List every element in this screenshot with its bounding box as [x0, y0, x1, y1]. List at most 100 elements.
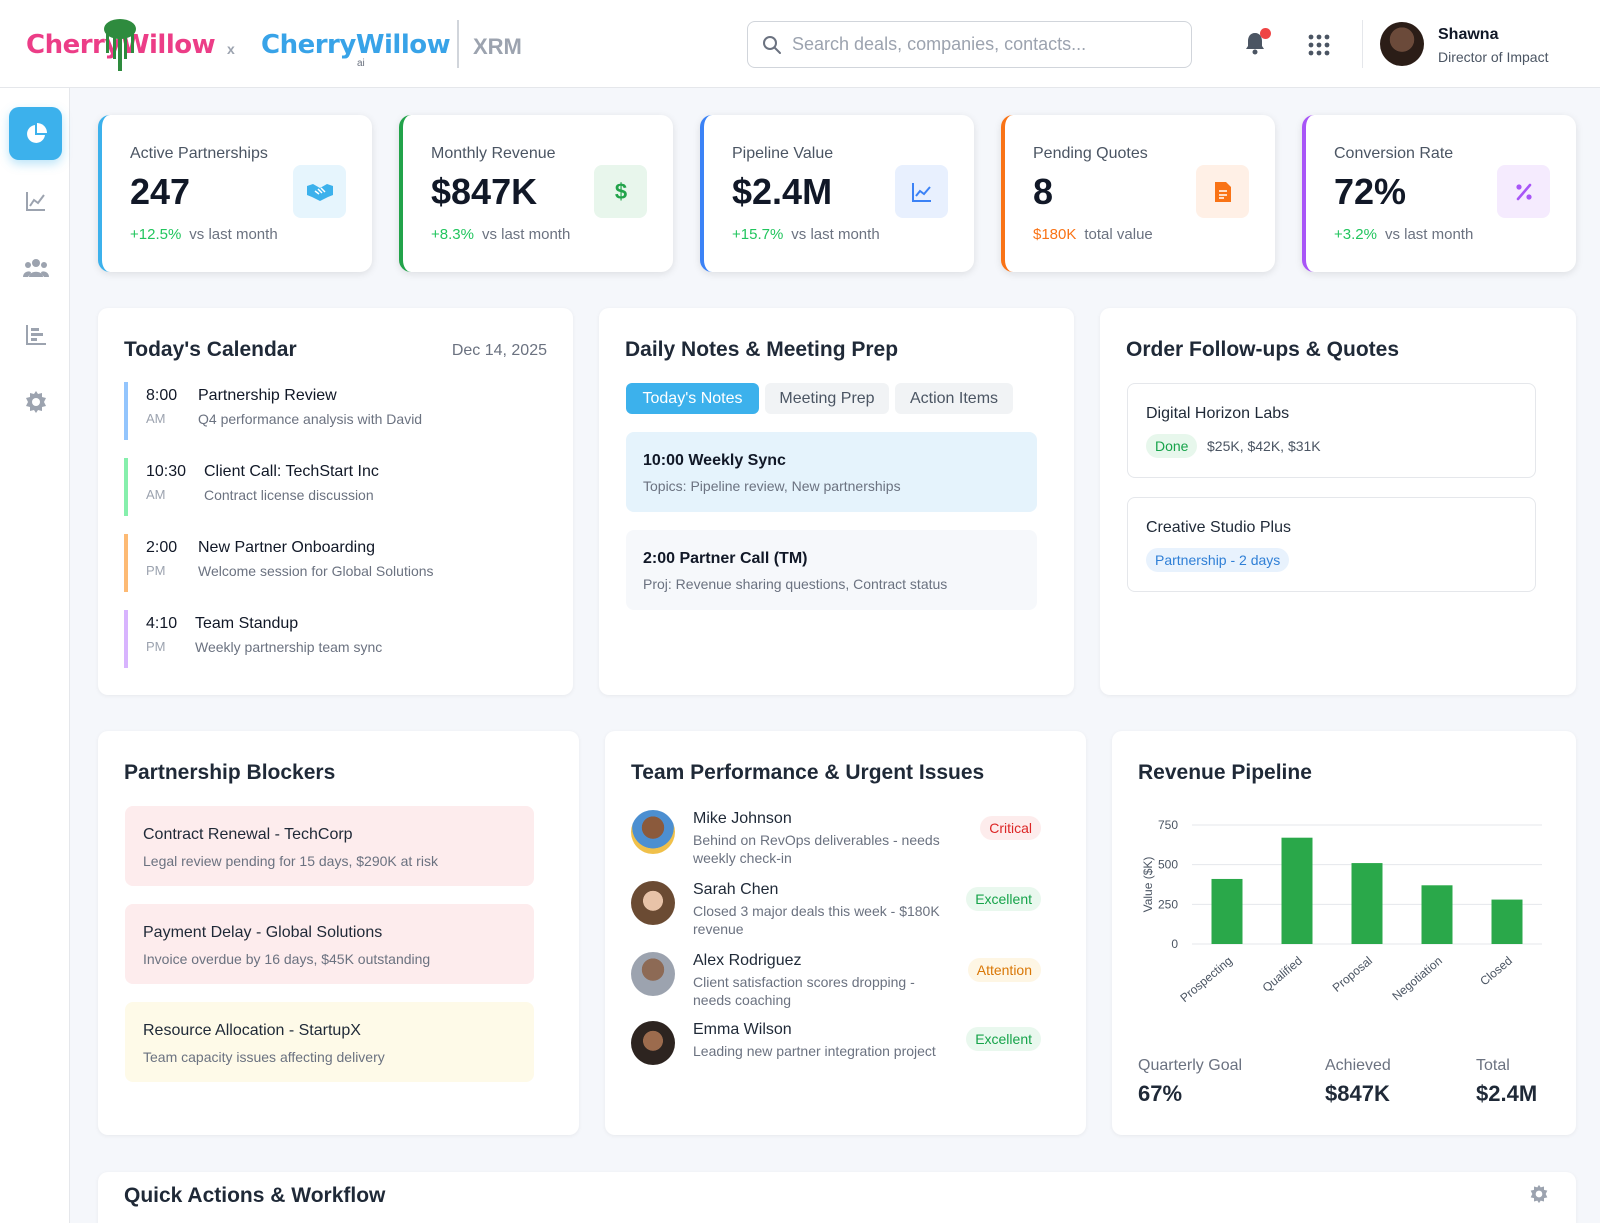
panel-title: Daily Notes & Meeting Prep	[625, 338, 899, 361]
bar	[1491, 899, 1523, 944]
kpi-icon-box	[293, 165, 346, 218]
sidebar-item-dashboard[interactable]	[9, 107, 62, 160]
y-tick-label: 500	[1158, 858, 1178, 872]
blockers-panel: Partnership Blockers Contract Renewal - …	[98, 731, 579, 1135]
kpi-monthly-revenue[interactable]: Monthly Revenue $847K +8.3% vs last month…	[399, 115, 673, 272]
sidebar	[0, 88, 70, 1223]
logo-ai-suffix: ai	[357, 58, 365, 69]
kpi-icon-box	[895, 165, 948, 218]
stat-value: 67%	[1138, 1081, 1183, 1106]
status-badge: Partnership - 2 days	[1146, 548, 1290, 572]
event-title: Client Call: TechStart Inc	[204, 463, 379, 480]
stat-label: Quarterly Goal	[1138, 1057, 1243, 1074]
panel-title: Quick Actions & Workflow	[124, 1184, 386, 1207]
search-icon	[763, 36, 781, 54]
event-title: Partnership Review	[198, 387, 337, 404]
sidebar-item-settings[interactable]	[9, 375, 62, 428]
event-ampm: AM	[146, 487, 166, 502]
user-avatar[interactable]	[1380, 22, 1424, 66]
user-name: Shawna	[1438, 26, 1499, 43]
kpi-value: 8	[1033, 171, 1054, 212]
member-name: Sarah Chen	[693, 881, 779, 898]
svg-text:$: $	[614, 180, 626, 204]
panel-title: Order Follow-ups & Quotes	[1126, 338, 1400, 361]
event-desc: Weekly partnership team sync	[195, 639, 383, 655]
tab-action-items[interactable]: Action Items	[895, 383, 1013, 414]
kpi-note: vs last month	[481, 226, 571, 243]
note-card[interactable]: 2:00 Partner Call (TM) Proj: Revenue sha…	[626, 530, 1037, 610]
kpi-pending-quotes[interactable]: Pending Quotes 8 $180K total value	[1001, 115, 1275, 272]
order-card[interactable]: Digital Horizon Labs Done $25K, $42K, $3…	[1127, 383, 1536, 478]
blocker-card[interactable]: Contract Renewal - TechCorp Legal review…	[125, 806, 534, 886]
notification-dot	[1260, 28, 1271, 39]
panel-title: Partnership Blockers	[124, 761, 336, 784]
kpi-subtext: +3.2% vs last month	[1334, 226, 1473, 243]
apps-grid-icon[interactable]	[1308, 34, 1330, 56]
panel-title: Team Performance & Urgent Issues	[631, 761, 985, 784]
sidebar-item-reports[interactable]	[9, 308, 62, 361]
event-time: 2:00	[146, 539, 178, 556]
avatar	[631, 952, 675, 996]
kpi-note: vs last month	[791, 226, 880, 243]
avatar	[631, 881, 675, 925]
event-desc: Contract license discussion	[204, 487, 374, 503]
percent-icon	[1515, 183, 1532, 200]
notes-panel: Daily Notes & Meeting Prep Today's Notes…	[599, 308, 1074, 695]
kpi-pipeline-value[interactable]: Pipeline Value $2.4M +15.7% vs last month	[700, 115, 974, 272]
stat-label: Achieved	[1325, 1057, 1391, 1074]
blocker-card[interactable]: Payment Delay - Global Solutions Invoice…	[125, 904, 534, 984]
kpi-active-partnerships[interactable]: Active Partnerships 247 +12.5% vs last mo…	[98, 115, 372, 272]
calendar-event[interactable]: 8:00 AM Partnership Review Q4 performanc…	[124, 382, 422, 440]
panel-title: Today's Calendar	[124, 338, 297, 361]
notification-bell-icon[interactable]	[1244, 31, 1266, 55]
kpi-subtext: +15.7% vs last month	[732, 226, 880, 243]
gear-icon[interactable]	[1529, 1184, 1549, 1204]
blocker-desc: Team capacity issues affecting delivery	[143, 1049, 385, 1065]
kpi-delta: +15.7%	[732, 226, 784, 243]
order-company: Creative Studio Plus	[1146, 519, 1291, 536]
handshake-icon	[306, 183, 333, 201]
kpi-value: 72%	[1334, 171, 1407, 212]
kpi-icon-box: $	[594, 165, 647, 218]
kpi-subtext: +12.5% vs last month	[130, 226, 278, 243]
kpi-label: Monthly Revenue	[431, 145, 556, 162]
kpi-delta: $180K	[1033, 226, 1077, 243]
member-desc: Behind on RevOps deliverables - needs we…	[693, 832, 940, 866]
kpi-label: Active Partnerships	[130, 145, 268, 162]
note-title: 10:00 Weekly Sync	[643, 452, 786, 469]
event-ampm: PM	[146, 563, 166, 578]
revenue-pipeline-chart: 0 250 500 750 Value ($K) Prospecting Qualified…	[1141, 818, 1542, 1005]
order-card[interactable]: Creative Studio Plus Partnership - 2 day…	[1127, 497, 1536, 592]
calendar-event[interactable]: 10:30 AM Client Call: TechStart Inc Cont…	[124, 458, 379, 516]
note-card[interactable]: 10:00 Weekly Sync Topics: Pipeline revie…	[626, 432, 1037, 512]
bar	[1281, 837, 1313, 944]
blocker-title: Payment Delay - Global Solutions	[143, 924, 383, 941]
status-badge: Excellent	[966, 887, 1041, 911]
logo-separator: x	[227, 41, 235, 57]
sidebar-item-analytics[interactable]	[9, 174, 62, 227]
xrm-product-label: XRM	[473, 34, 522, 59]
search-box[interactable]	[747, 21, 1192, 68]
status-badge: Critical	[980, 816, 1041, 840]
sidebar-item-team[interactable]	[9, 241, 62, 294]
kpi-delta: +12.5%	[130, 226, 182, 243]
cherrywillow-ai-logo[interactable]: CherryWillow	[261, 30, 451, 60]
top-header: CherryWillow x CherryWillow ai XRM Shawn…	[0, 0, 1600, 88]
event-time: 10:30	[146, 463, 187, 480]
status-badge: Attention	[967, 958, 1041, 982]
y-tick-label: 0	[1171, 937, 1178, 951]
kpi-conversion-rate[interactable]: Conversion Rate 72% +3.2% vs last month	[1302, 115, 1576, 272]
calendar-event[interactable]: 4:10 PM Team Standup Weekly partnership …	[124, 610, 382, 668]
search-input[interactable]	[792, 28, 1182, 60]
quick-actions-panel: Quick Actions & Workflow	[98, 1172, 1576, 1223]
blocker-desc: Invoice overdue by 16 days, $45K outstan…	[143, 951, 431, 967]
stat-value: $2.4M	[1476, 1081, 1538, 1106]
tab-meeting-prep[interactable]: Meeting Prep	[765, 383, 889, 414]
calendar-event[interactable]: 2:00 PM New Partner Onboarding Welcome s…	[124, 534, 434, 592]
tab-todays-notes[interactable]: Today's Notes	[626, 383, 759, 414]
x-tick-label: Proposal	[1330, 954, 1375, 995]
orders-panel: Order Follow-ups & Quotes Digital Horizo…	[1100, 308, 1576, 695]
blocker-card[interactable]: Resource Allocation - StartupX Team capa…	[125, 1002, 534, 1082]
header-divider	[1362, 20, 1363, 68]
kpi-label: Pending Quotes	[1033, 145, 1148, 162]
